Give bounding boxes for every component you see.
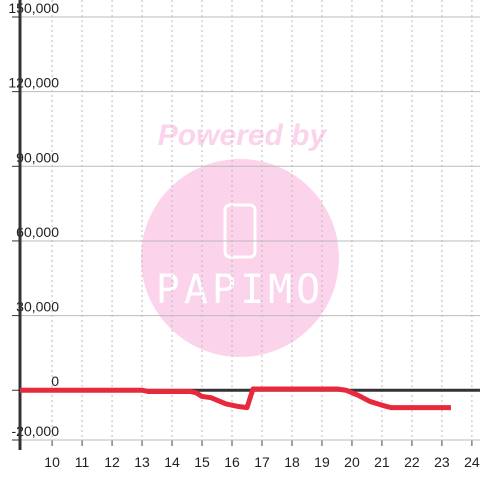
watermark-icon [223, 203, 257, 259]
y-tick-label: -20,000 [12, 423, 60, 439]
x-tick-label: 13 [134, 454, 150, 470]
x-tick-label: 17 [254, 454, 270, 470]
y-tick-label: 120,000 [8, 75, 59, 91]
x-tick-label: 15 [194, 454, 210, 470]
x-tick-label: 22 [404, 454, 420, 470]
y-tick-label: 90,000 [16, 149, 59, 165]
watermark-text: Powered by [158, 119, 328, 152]
x-tick-label: 16 [224, 454, 240, 470]
y-tick-label: 150,000 [8, 0, 59, 16]
x-tick-label: 18 [284, 454, 300, 470]
x-tick-label: 19 [314, 454, 330, 470]
x-tick-label: 11 [75, 454, 90, 470]
x-tick-label: 21 [374, 454, 390, 470]
watermark-text: PAPIMO [156, 267, 325, 313]
data-line [20, 386, 451, 411]
y-tick-label: 30,000 [16, 299, 59, 315]
x-tick-label: 20 [344, 454, 360, 470]
x-tick-label: 14 [164, 454, 180, 470]
y-tick-label: 60,000 [16, 224, 59, 240]
x-tick-label: 24 [464, 454, 480, 470]
x-tick-label: 12 [104, 454, 120, 470]
x-tick-label: 10 [44, 454, 60, 470]
y-tick-label: 0 [51, 373, 59, 389]
x-tick-label: 23 [434, 454, 450, 470]
